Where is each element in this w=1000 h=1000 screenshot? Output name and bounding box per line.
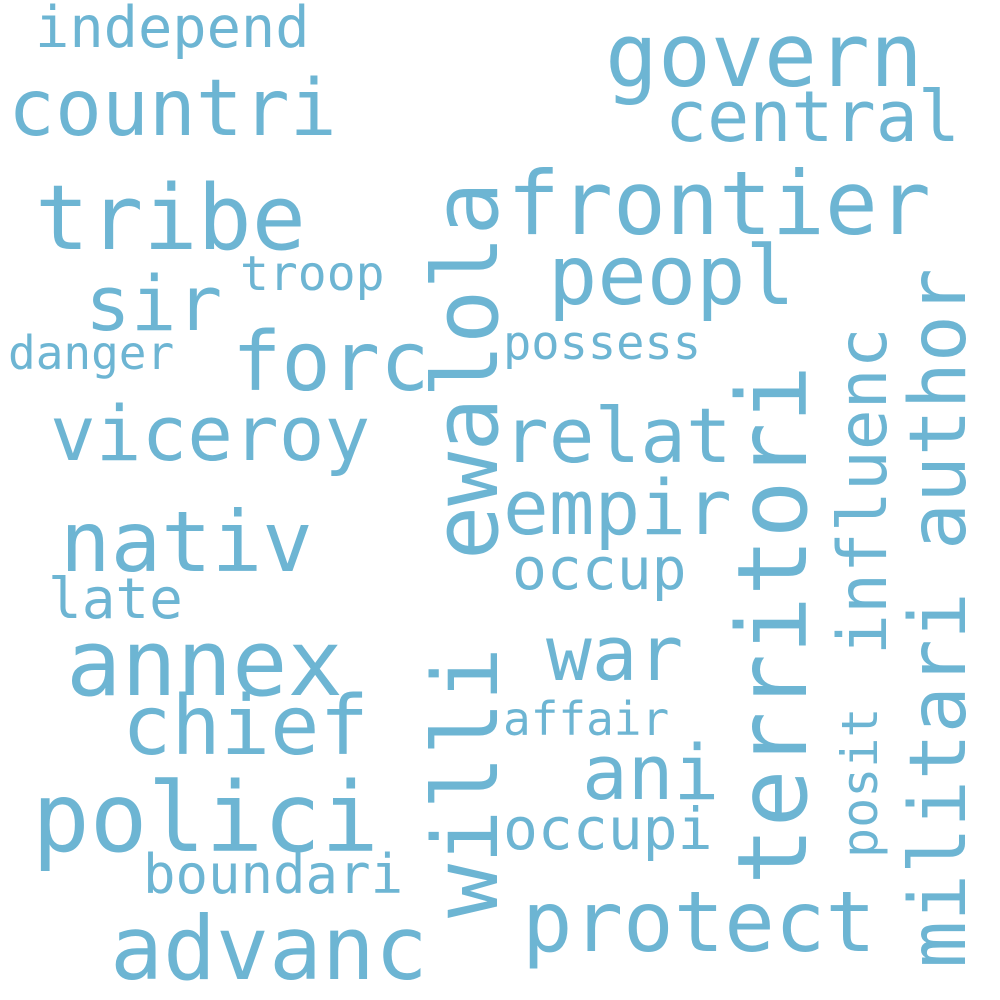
word-lola: lola [414,181,519,398]
word-frontier: frontier [507,152,931,255]
word-boundari: boundari [143,843,404,906]
word-advanc: advanc [110,897,428,1000]
word-independ: independ [35,0,310,61]
word-empir: empir [503,463,732,552]
word-forc: forc [232,315,430,410]
word-militari: militari [894,592,984,968]
word-possess: possess [503,316,702,371]
word-ewa: ewa [414,397,519,560]
word-occup: occup [512,535,687,603]
word-viceroy: viceroy [50,389,371,478]
word-war: war [546,609,684,698]
word-protect: protect [522,873,877,971]
word-sir: sir [85,259,223,348]
word-danger: danger [8,326,175,380]
word-govern: govern [605,4,923,107]
word-troop: troop [240,246,385,302]
word-ani: ani [582,728,720,817]
word-annex: annex [66,610,343,717]
word-willi: willi [414,647,519,918]
word-author: author [894,268,984,550]
word-countri: countri [8,64,337,154]
word-affair: affair [503,692,670,746]
word-late: late [48,567,183,632]
word-peopl: peopl [548,229,795,324]
word-territori: territori [717,364,829,885]
word-polici: polici [32,762,379,874]
word-relat: relat [503,391,732,480]
word-influenc: influenc [824,327,903,655]
word-chief: chief [122,679,369,774]
word-tribe: tribe [35,166,306,271]
word-posit: posit [831,707,889,858]
word-nativ: nativ [60,493,313,591]
word-occupi: occupi [503,795,713,863]
word-central: central [665,76,961,158]
